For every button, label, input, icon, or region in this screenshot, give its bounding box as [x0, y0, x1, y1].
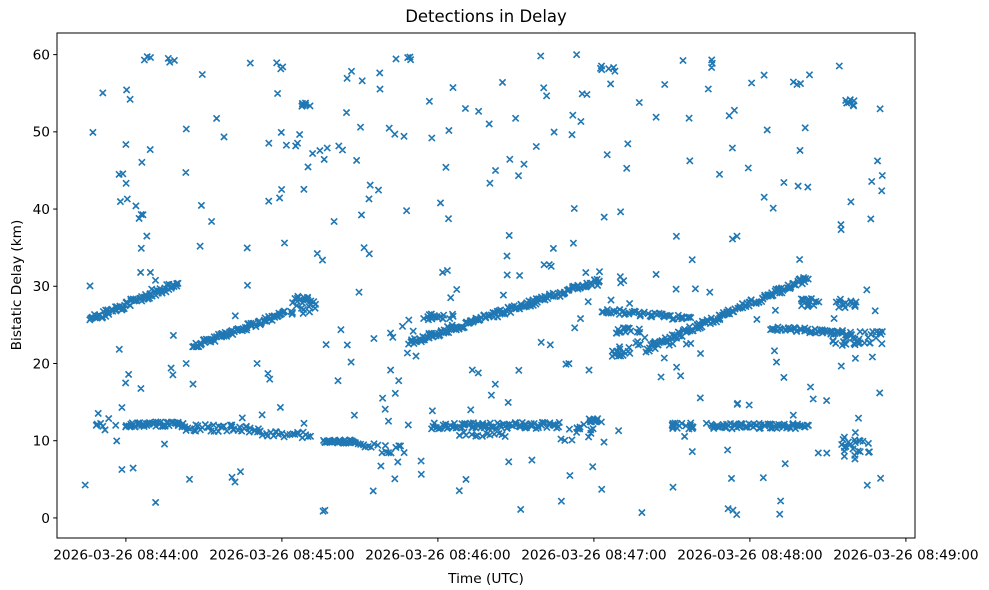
y-tick-label: 0 [41, 511, 50, 527]
x-tick-label: 2026-03-26 08:47:00 [521, 548, 666, 564]
y-tick-label: 10 [33, 434, 50, 450]
y-tick-label: 60 [33, 48, 50, 64]
y-tick-label: 20 [33, 356, 50, 372]
chart-title: Detections in Delay [405, 7, 567, 26]
x-tick-label: 2026-03-26 08:49:00 [833, 548, 978, 564]
data-points [81, 51, 886, 519]
y-axis-ticks: 0 10 20 30 40 50 60 [33, 48, 57, 527]
x-tick-label: 2026-03-26 08:46:00 [365, 548, 510, 564]
y-axis-label: Bistatic Delay (km) [9, 219, 25, 351]
y-tick-label: 50 [33, 125, 50, 141]
x-tick-label: 2026-03-26 08:44:00 [53, 548, 198, 564]
y-tick-label: 40 [33, 202, 50, 218]
x-tick-label: 2026-03-26 08:45:00 [209, 548, 354, 564]
y-tick-label: 30 [33, 279, 50, 295]
x-axis-label: Time (UTC) [448, 571, 524, 587]
x-tick-label: 2026-03-26 08:48:00 [677, 548, 822, 564]
x-axis-ticks: 2026-03-26 08:44:00 2026-03-26 08:45:00 20… [53, 538, 979, 564]
axes-spines [56, 32, 916, 539]
